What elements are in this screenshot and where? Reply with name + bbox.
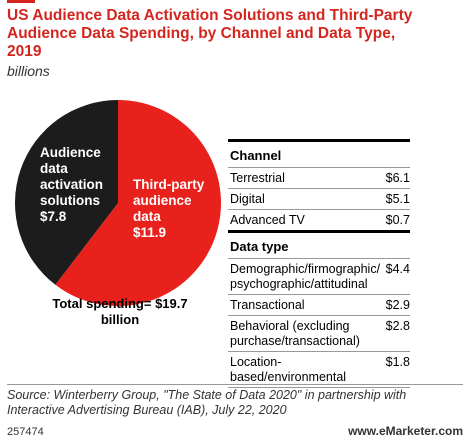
brand: www.eMarketer.com (348, 424, 463, 438)
slice-category: Audience data activation solutions (40, 145, 104, 208)
total-annotation: Total spending= $19.7 billion (52, 296, 188, 327)
row-value: $0.7 (383, 209, 410, 232)
slice-label: Audience data activation solutions $7.8 (40, 145, 120, 225)
row-value: $6.1 (383, 167, 410, 189)
row-label: Digital (228, 188, 384, 210)
row-value: $2.8 (383, 315, 410, 352)
chart-id: 257474 (7, 426, 44, 438)
accent-bar (7, 0, 35, 3)
slice-value: $7.8 (40, 209, 67, 224)
row-value: $1.8 (383, 351, 410, 388)
row-label: Demographic/firmographic/ psychographic/… (228, 258, 384, 295)
section-title: Data type (228, 230, 410, 259)
row-label: Transactional (228, 294, 384, 316)
section-title: Channel (228, 139, 410, 168)
row-label: Advanced TV (228, 209, 384, 232)
pie-slice (55, 100, 222, 307)
pie-slice (15, 100, 118, 285)
row-value: $5.1 (383, 188, 410, 210)
row-value: $4.4 (383, 258, 410, 295)
breakdown-table: Channel Terrestrial $6.1 Digital $5.1 Adva… (228, 139, 410, 388)
row-value: $2.9 (383, 294, 410, 316)
row-label: Location-based/environmental (228, 351, 384, 388)
slice-value: $11.9 (133, 225, 167, 240)
pie-chart (15, 100, 222, 307)
chart-title: US Audience Data Activation Solutions an… (7, 7, 413, 60)
slice-label: Third-party audience data $11.9 (133, 177, 221, 241)
footer-rule (7, 384, 463, 385)
chart-subtitle: billions (7, 63, 50, 79)
source-note: Source: Winterberry Group, "The State of… (7, 388, 407, 417)
slice-category: Third-party audience data (133, 177, 205, 224)
row-label: Behavioral (excluding purchase/transacti… (228, 315, 384, 352)
row-label: Terrestrial (228, 167, 384, 189)
